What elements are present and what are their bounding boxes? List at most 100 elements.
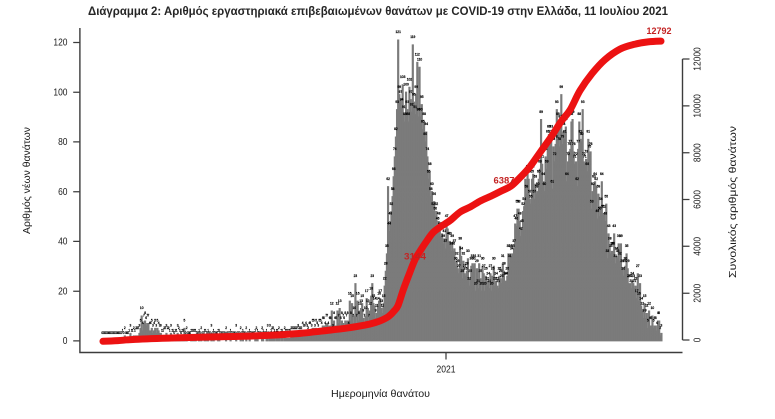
- svg-text:99: 99: [560, 85, 564, 89]
- svg-text:23: 23: [628, 274, 632, 278]
- svg-text:64: 64: [542, 172, 546, 176]
- svg-text:76: 76: [572, 142, 576, 146]
- svg-text:65: 65: [537, 169, 541, 173]
- svg-text:12: 12: [330, 301, 334, 305]
- svg-text:62: 62: [594, 177, 598, 181]
- svg-text:102: 102: [407, 77, 413, 81]
- svg-text:21: 21: [488, 279, 492, 283]
- svg-text:2: 2: [294, 326, 296, 330]
- svg-text:3: 3: [267, 324, 269, 328]
- svg-text:0: 0: [108, 331, 110, 335]
- svg-text:1: 1: [257, 329, 259, 333]
- svg-text:17: 17: [365, 289, 369, 293]
- svg-text:8: 8: [144, 311, 146, 315]
- svg-text:1: 1: [131, 329, 133, 333]
- svg-text:81: 81: [579, 130, 583, 134]
- svg-text:36: 36: [610, 242, 614, 246]
- svg-text:12: 12: [641, 301, 645, 305]
- svg-text:83: 83: [547, 125, 551, 129]
- svg-text:3: 3: [177, 324, 179, 328]
- svg-text:4: 4: [149, 321, 151, 325]
- svg-text:52: 52: [435, 202, 439, 206]
- svg-text:1: 1: [162, 329, 164, 333]
- svg-text:53: 53: [590, 199, 594, 203]
- svg-text:26: 26: [491, 266, 495, 270]
- svg-text:32: 32: [455, 252, 459, 256]
- svg-text:2: 2: [307, 326, 309, 330]
- svg-text:7: 7: [326, 314, 328, 318]
- svg-text:37: 37: [453, 239, 457, 243]
- svg-text:34: 34: [615, 247, 619, 251]
- svg-text:85: 85: [421, 120, 425, 124]
- svg-text:21: 21: [629, 279, 633, 283]
- svg-text:16: 16: [356, 291, 360, 295]
- svg-text:54: 54: [599, 197, 603, 201]
- svg-text:39: 39: [441, 234, 445, 238]
- svg-text:81: 81: [587, 130, 591, 134]
- svg-text:28: 28: [502, 262, 506, 266]
- svg-text:64: 64: [593, 172, 597, 176]
- svg-text:2: 2: [290, 326, 292, 330]
- svg-text:0: 0: [113, 331, 115, 335]
- svg-text:4: 4: [348, 321, 350, 325]
- svg-text:62: 62: [386, 177, 390, 181]
- svg-text:33: 33: [606, 249, 610, 253]
- svg-text:83: 83: [549, 125, 553, 129]
- svg-text:9: 9: [643, 309, 645, 313]
- svg-text:1: 1: [193, 329, 195, 333]
- svg-text:2: 2: [163, 326, 165, 330]
- svg-text:75: 75: [588, 145, 592, 149]
- svg-text:2: 2: [200, 326, 202, 330]
- svg-text:0: 0: [224, 331, 226, 335]
- svg-text:3: 3: [139, 324, 141, 328]
- svg-text:4: 4: [305, 321, 307, 325]
- svg-text:2: 2: [293, 326, 295, 330]
- svg-text:10: 10: [651, 306, 655, 310]
- svg-text:88: 88: [570, 112, 574, 116]
- svg-text:1: 1: [276, 329, 278, 333]
- svg-text:43: 43: [612, 224, 616, 228]
- svg-text:27: 27: [463, 264, 467, 268]
- svg-text:0: 0: [197, 331, 199, 335]
- svg-text:5: 5: [157, 319, 159, 323]
- svg-text:78: 78: [557, 137, 561, 141]
- svg-text:88: 88: [407, 112, 411, 116]
- svg-text:0: 0: [215, 331, 217, 335]
- svg-text:0: 0: [222, 331, 224, 335]
- svg-text:2: 2: [133, 326, 135, 330]
- svg-text:8000: 8000: [693, 143, 704, 162]
- svg-text:1: 1: [204, 329, 206, 333]
- svg-text:4: 4: [302, 321, 304, 325]
- svg-text:22: 22: [467, 276, 471, 280]
- svg-text:1: 1: [122, 329, 124, 333]
- svg-text:21: 21: [497, 279, 501, 283]
- svg-text:34: 34: [510, 247, 514, 251]
- svg-text:92: 92: [410, 102, 414, 106]
- svg-text:25: 25: [479, 269, 483, 273]
- svg-text:2: 2: [292, 326, 294, 330]
- svg-text:1: 1: [274, 329, 276, 333]
- svg-text:7: 7: [148, 314, 150, 318]
- svg-text:15: 15: [350, 294, 354, 298]
- svg-text:13: 13: [359, 299, 363, 303]
- svg-text:3: 3: [303, 324, 305, 328]
- svg-text:4: 4: [321, 321, 323, 325]
- svg-text:3: 3: [269, 324, 271, 328]
- svg-text:30: 30: [481, 257, 485, 261]
- svg-text:1: 1: [218, 329, 220, 333]
- svg-text:2: 2: [261, 326, 263, 330]
- svg-text:7: 7: [143, 314, 145, 318]
- svg-text:2: 2: [245, 326, 247, 330]
- svg-text:97: 97: [409, 90, 413, 94]
- svg-text:96: 96: [412, 92, 416, 96]
- svg-text:3: 3: [166, 324, 168, 328]
- svg-text:65: 65: [427, 169, 431, 173]
- svg-text:0: 0: [187, 331, 189, 335]
- svg-text:0: 0: [226, 331, 228, 335]
- svg-text:94: 94: [400, 97, 404, 101]
- svg-text:87: 87: [558, 115, 562, 119]
- svg-text:32: 32: [618, 252, 622, 256]
- svg-text:16: 16: [637, 291, 641, 295]
- svg-text:8: 8: [344, 311, 346, 315]
- svg-text:35: 35: [625, 244, 629, 248]
